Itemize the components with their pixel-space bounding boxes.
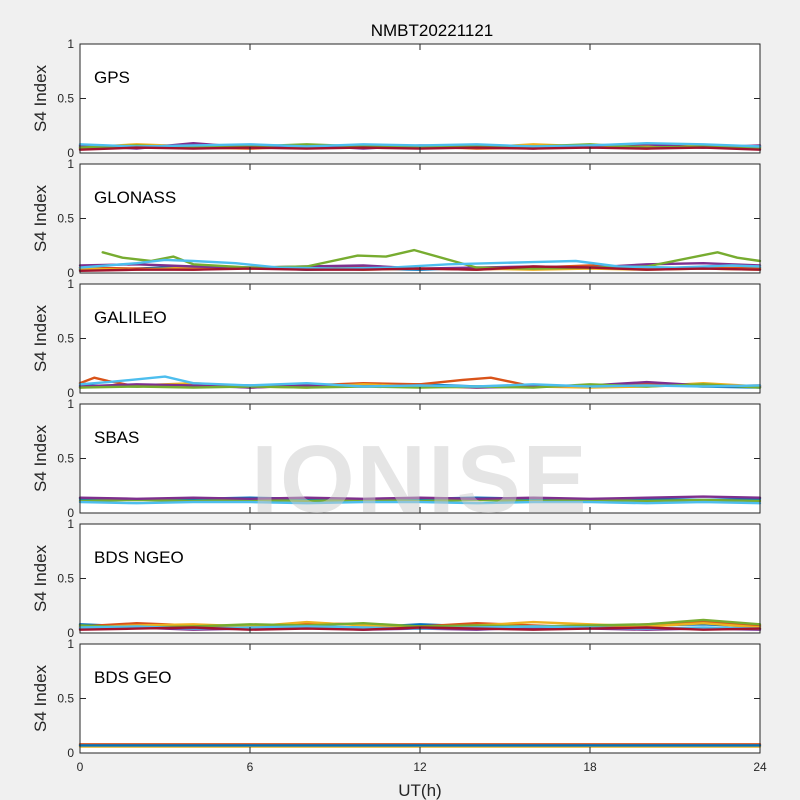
panel-1: 0 0.5 1 S4 Index GPS (31, 37, 762, 160)
panel-5: 0 0.5 1 S4 Index BDS NGEO (31, 517, 762, 640)
series-line-4 (78, 500, 762, 505)
y-tick-label: 0.5 (57, 692, 74, 706)
y-tick-label: 0.5 (57, 332, 74, 346)
y-tick-label: 1 (67, 397, 74, 411)
y-axis-label: S4 Index (31, 304, 50, 372)
series-line-6 (78, 258, 762, 270)
watermark: IONISE (251, 426, 588, 533)
x-tick-label: 0 (77, 760, 84, 774)
y-tick-label: 0 (67, 746, 74, 760)
y-tick-label: 0.5 (57, 92, 74, 106)
panel-background (80, 284, 760, 393)
panel-label: SBAS (94, 428, 139, 447)
y-tick-label: 0.5 (57, 572, 74, 586)
y-tick-label: 0 (67, 506, 74, 520)
y-tick-label: 0 (67, 626, 74, 640)
x-axis-label: UT(h) (398, 781, 441, 800)
panel-6: 0 0.5 1 S4 Index BDS GEO 0 6 12 18 24 (31, 637, 767, 774)
panel-background (80, 524, 760, 633)
y-tick-label: 1 (67, 157, 74, 171)
y-tick-label: 0.5 (57, 452, 74, 466)
panel-label: BDS GEO (94, 668, 171, 687)
panel-3: 0 0.5 1 S4 Index GALILEO (31, 277, 762, 400)
y-tick-label: 1 (67, 637, 74, 651)
y-tick-label: 0 (67, 386, 74, 400)
x-tick-label: 18 (583, 760, 597, 774)
series-line-6 (78, 375, 762, 388)
panel-label: GPS (94, 68, 130, 87)
y-tick-label: 0.5 (57, 212, 74, 226)
panel-4: 0 0.5 1 S4 Index SBAS (31, 397, 762, 520)
panel-label: BDS NGEO (94, 548, 184, 567)
panel-label: GALILEO (94, 308, 167, 327)
x-tick-label: 24 (753, 760, 767, 774)
y-axis-label: S4 Index (31, 184, 50, 252)
panels: 0 0.5 1 S4 Index GPS 0 0.5 1 S4 Index GLONASS 0 0.5… (31, 37, 767, 774)
y-tick-label: 1 (67, 37, 74, 51)
y-tick-label: 1 (67, 277, 74, 291)
panel-background (80, 404, 760, 513)
x-tick-label: 12 (413, 760, 427, 774)
y-axis-label: S4 Index (31, 424, 50, 492)
y-tick-label: 0 (67, 146, 74, 160)
y-tick-label: 1 (67, 517, 74, 531)
panel-background (80, 44, 760, 153)
panel-background (80, 644, 760, 753)
panel-2: 0 0.5 1 S4 Index GLONASS (31, 157, 762, 280)
y-tick-label: 0 (67, 266, 74, 280)
panel-label: GLONASS (94, 188, 176, 207)
series-line-6 (78, 142, 762, 148)
chart-title: NMBT20221121 (371, 21, 494, 40)
x-tick-label: 6 (247, 760, 254, 774)
series-line-5 (101, 248, 762, 270)
y-axis-label: S4 Index (31, 64, 50, 132)
y-axis-label: S4 Index (31, 544, 50, 612)
y-axis-label: S4 Index (31, 664, 50, 732)
series-line-3 (78, 495, 762, 500)
panel-background (80, 164, 760, 273)
